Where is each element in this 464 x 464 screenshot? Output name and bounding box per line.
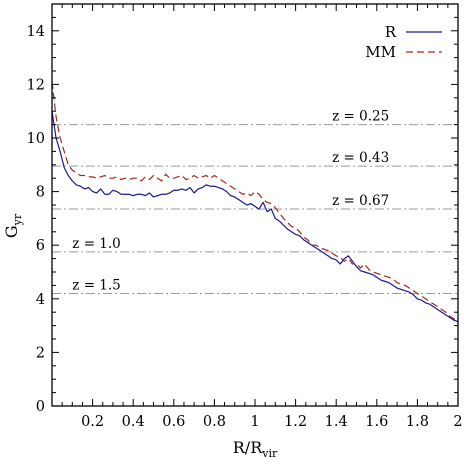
reference-line-label-0: z = 0.25: [332, 109, 389, 125]
reference-line-label-1: z = 0.43: [332, 150, 389, 166]
y-tick-label: 14: [27, 24, 45, 40]
reference-line-label-3: z = 1.0: [72, 236, 120, 252]
y-axis-title-main: G: [2, 225, 21, 238]
reference-lines: z = 0.25 z = 0.43 z = 0.67 z = 1.0 z = 1.5: [52, 109, 458, 294]
ticks-layer: [52, 4, 458, 406]
legend: R MM: [365, 23, 442, 61]
reference-line-label-2: z = 0.67: [332, 193, 389, 209]
legend-label-mm: MM: [365, 43, 396, 61]
x-tick-label: 0.2: [81, 414, 104, 430]
y-tick-label: 6: [36, 238, 45, 254]
y-axis-title: Gyr: [2, 213, 24, 238]
y-tick-label: 8: [36, 185, 45, 201]
plot-frame: [51, 3, 459, 407]
x-tick-label: 0.8: [203, 414, 226, 430]
x-axis-title-sub: vir: [261, 447, 278, 460]
y-tick-label: 10: [27, 131, 45, 147]
series-layer: [51, 81, 459, 323]
x-tick-label: 1: [250, 414, 259, 430]
series-line-mm: [51, 81, 459, 321]
x-tick-label: 1.4: [325, 414, 348, 430]
x-tick-label: 1.6: [365, 414, 388, 430]
series-line-r: [51, 111, 459, 323]
x-axis-title-main: R/R: [233, 438, 263, 457]
x-tick-label: 1.8: [406, 414, 429, 430]
y-axis-title-sub: yr: [11, 213, 24, 226]
x-axis-title: R/Rvir: [233, 438, 278, 460]
x-tick-label: 0.6: [162, 414, 185, 430]
tick-labels: 0.2 0.4 0.6 0.8 1 1.2 1.4 1.6 1.8 2 0 2 4 6 8 10 12 14: [27, 24, 463, 430]
legend-label-r: R: [385, 23, 397, 41]
y-tick-label: 0: [36, 399, 45, 415]
y-tick-label: 2: [36, 345, 45, 361]
x-tick-label: 0.4: [122, 414, 145, 430]
reference-line-label-4: z = 1.5: [72, 277, 120, 293]
y-tick-label: 4: [36, 292, 45, 308]
x-tick-label: 2: [453, 414, 462, 430]
y-tick-label: 12: [27, 77, 45, 93]
x-tick-label: 1.2: [284, 414, 307, 430]
